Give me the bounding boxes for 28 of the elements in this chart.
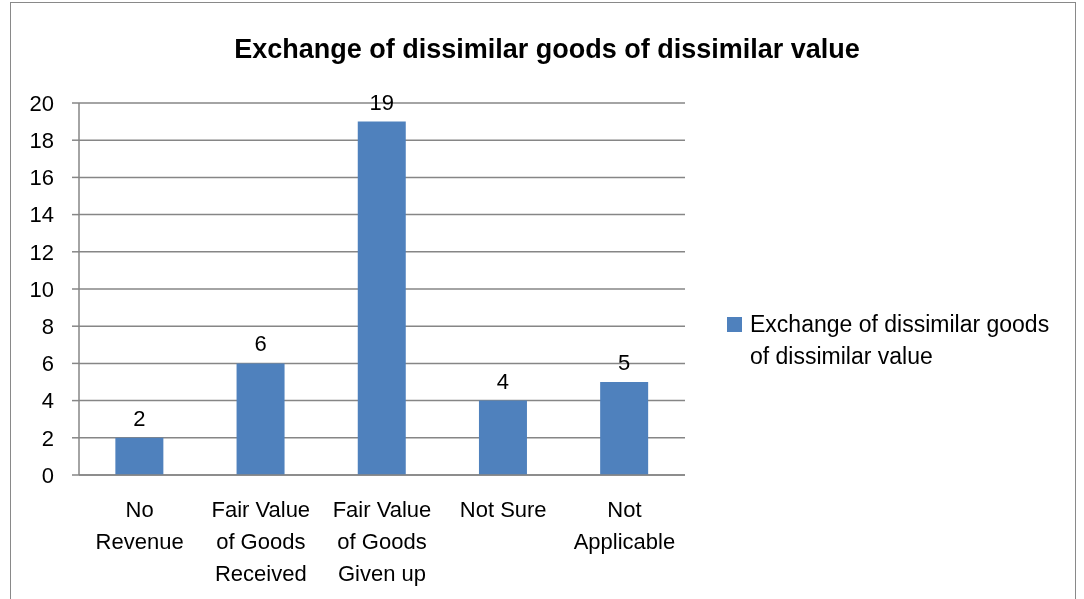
- data-label: 6: [254, 331, 267, 357]
- bar: [236, 363, 285, 475]
- data-label: 19: [369, 89, 394, 115]
- x-tick-label: Fair Value of Goods Given up: [332, 496, 432, 586]
- x-tick-label: No Revenue: [95, 496, 184, 554]
- y-tick-label: 6: [41, 351, 54, 377]
- bar: [478, 400, 527, 475]
- y-tick-label: 12: [29, 239, 54, 265]
- x-tick-label: Not Sure: [459, 496, 547, 522]
- data-label: 2: [133, 405, 146, 431]
- y-tick-label: 20: [29, 90, 54, 116]
- data-label: 5: [618, 350, 631, 375]
- x-tick-label: Fair Value of Goods Received: [211, 496, 311, 586]
- y-tick-label: 0: [41, 462, 54, 488]
- bar: [600, 382, 649, 475]
- y-tick-label: 8: [41, 314, 54, 340]
- bar: [357, 121, 406, 475]
- chart-title: Exchange of dissimilar goods of dissimilar value: [233, 34, 861, 65]
- y-tick-label: 14: [29, 202, 54, 228]
- x-tick-label: Not Applicable: [573, 496, 676, 554]
- bar: [115, 437, 164, 475]
- y-tick-label: 4: [41, 388, 54, 414]
- y-tick-label: 16: [29, 165, 54, 191]
- y-tick-label: 10: [29, 276, 54, 302]
- y-tick-label: 18: [29, 128, 54, 154]
- data-label: 4: [496, 368, 510, 394]
- legend-label: Exchange of dissimilar goods of dissimilar value: [750, 309, 1051, 371]
- y-tick-label: 2: [41, 425, 54, 451]
